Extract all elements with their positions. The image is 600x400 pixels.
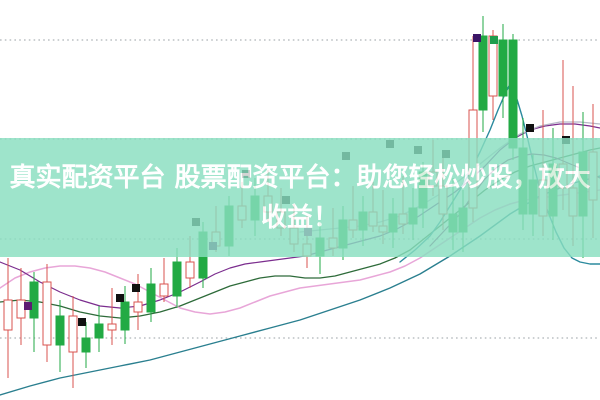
candle-2 (29, 272, 39, 352)
signal-sell-marker-1 (78, 318, 86, 326)
candle-body (42, 281, 52, 346)
signal-sell-marker-7 (282, 196, 290, 204)
signal-buy-marker-0 (24, 302, 32, 310)
candle-body (578, 151, 588, 217)
candle-body (528, 179, 538, 215)
candle-body (120, 301, 130, 331)
candle-body (237, 205, 247, 221)
candle-body (159, 283, 169, 297)
candle-body (478, 35, 488, 111)
candle-body (508, 39, 518, 149)
signal-sell-marker-3 (132, 284, 140, 292)
candle-body (185, 261, 195, 279)
candle-body (55, 315, 65, 346)
candle-body (289, 227, 299, 245)
candle-7 (94, 306, 104, 352)
candle-body (29, 281, 39, 319)
candle-body (408, 207, 418, 225)
candle-40 (478, 16, 488, 132)
candle-body (428, 171, 438, 187)
candle-body (224, 205, 234, 247)
candle-body (458, 207, 468, 233)
candle-3 (42, 264, 52, 362)
candle-0 (3, 258, 13, 378)
candle-15 (198, 222, 208, 288)
candle-body (368, 211, 378, 227)
candle-body (388, 213, 398, 233)
signal-buy-marker-5 (209, 242, 217, 250)
candle-body (488, 35, 498, 97)
candle-6 (81, 322, 91, 368)
signal-sell-marker-10 (386, 140, 394, 148)
candle-body (68, 315, 78, 353)
signal-sell-marker-4 (192, 218, 200, 226)
candle-body (16, 299, 26, 319)
candle-5 (68, 296, 78, 388)
candle-body (198, 231, 208, 279)
candle-body (250, 195, 260, 221)
signal-buy-marker-14 (490, 36, 498, 44)
candle-body (3, 299, 13, 331)
candle-body (438, 185, 448, 215)
candle-body (94, 323, 104, 339)
candle-body (172, 261, 182, 297)
candle-8 (107, 288, 117, 345)
candle-13 (172, 248, 182, 308)
candle-body (468, 109, 478, 209)
signal-sell-marker-12 (442, 150, 450, 158)
candle-body (548, 163, 558, 217)
candle-body (398, 213, 408, 225)
candle-body (263, 195, 273, 213)
signal-sell-marker-2 (116, 294, 124, 302)
candle-body (107, 323, 117, 331)
candle-body (588, 151, 598, 201)
candle-body (328, 237, 338, 249)
candle-body (568, 187, 578, 217)
candle-body (518, 147, 528, 215)
candle-body (378, 225, 388, 233)
candle-11 (146, 268, 156, 322)
signal-sell-marker-13 (473, 34, 481, 42)
candle-body (146, 283, 156, 313)
candle-12 (159, 258, 169, 302)
candle-10 (133, 274, 143, 330)
candle-body (558, 163, 568, 189)
candle-body (276, 211, 286, 229)
candle-body (348, 219, 358, 231)
signal-buy-marker-8 (304, 228, 312, 236)
candle-body (81, 337, 91, 353)
candle-body (538, 179, 548, 217)
signal-sell-marker-16 (562, 136, 570, 144)
candle-body (338, 219, 348, 249)
signal-sell-marker-15 (526, 124, 534, 132)
candle-42 (498, 24, 508, 118)
candle-4 (55, 300, 65, 372)
candle-43 (508, 34, 518, 160)
signal-sell-marker-9 (342, 152, 350, 160)
candle-body (358, 211, 368, 231)
candle-9 (120, 286, 130, 344)
candle-body (133, 301, 143, 313)
candle-body (302, 243, 312, 257)
candle-body (418, 171, 428, 209)
signal-sell-marker-6 (242, 170, 250, 178)
candle-body (498, 39, 508, 97)
candle-body (315, 237, 325, 257)
candle-body (448, 213, 458, 233)
signal-sell-marker-11 (414, 146, 422, 154)
